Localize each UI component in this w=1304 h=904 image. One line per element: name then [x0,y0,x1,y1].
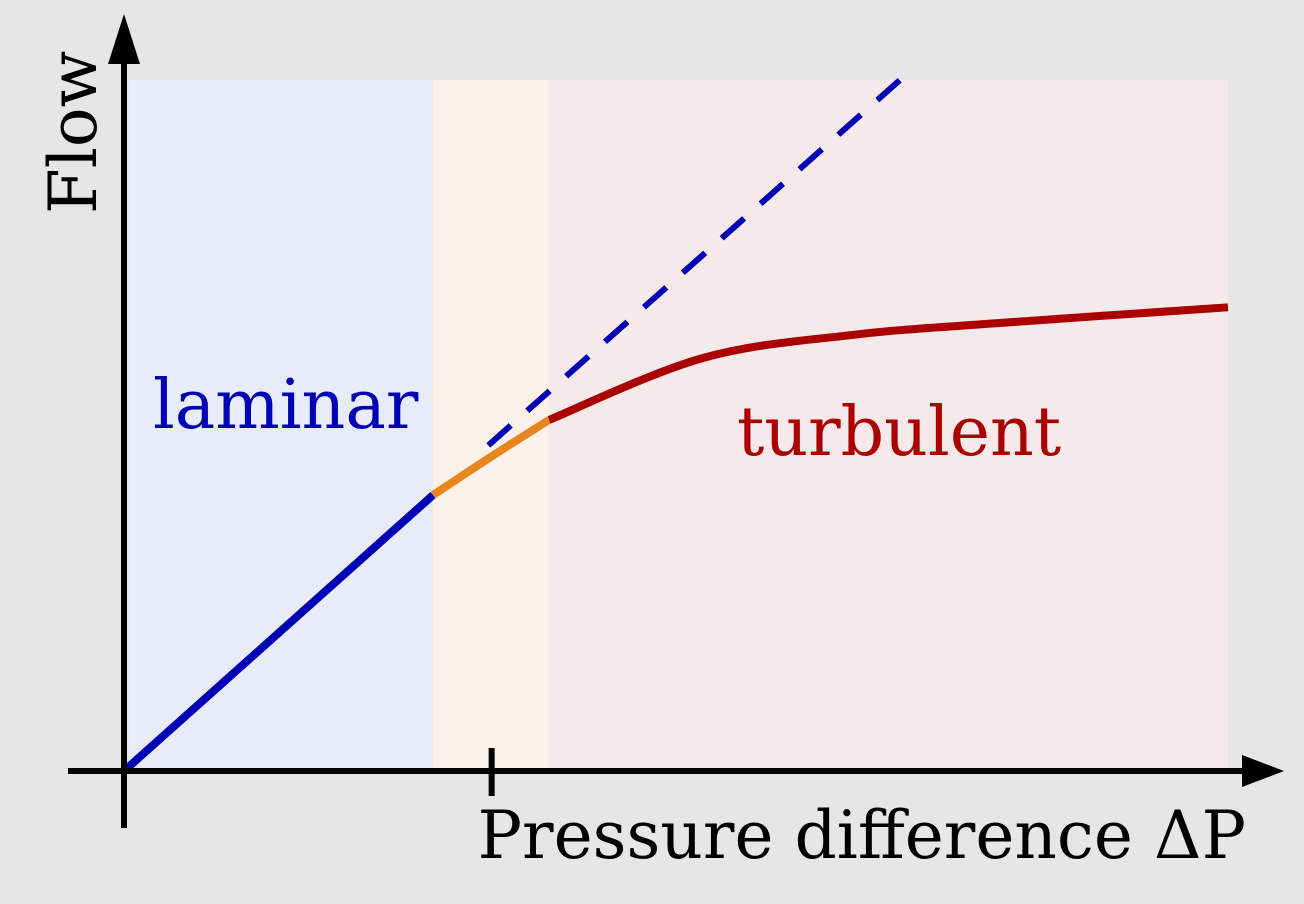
series-laminar [121,492,436,774]
y-axis-arrow-icon [108,14,140,64]
series-transition [430,416,552,499]
region-laminar [128,79,434,771]
region-turbulent [549,79,1228,771]
x-axis-label: Pressure difference ΔP [478,797,1246,874]
x-axis-arrow-icon [1242,755,1284,787]
turbulent-label: turbulent [737,393,1061,472]
series-laminar-extrapolation [486,77,903,448]
series-turbulent [547,303,1229,424]
region-transition [433,79,550,771]
laminar-label: laminar [153,366,419,445]
y-axis-label: Flow [35,51,112,214]
